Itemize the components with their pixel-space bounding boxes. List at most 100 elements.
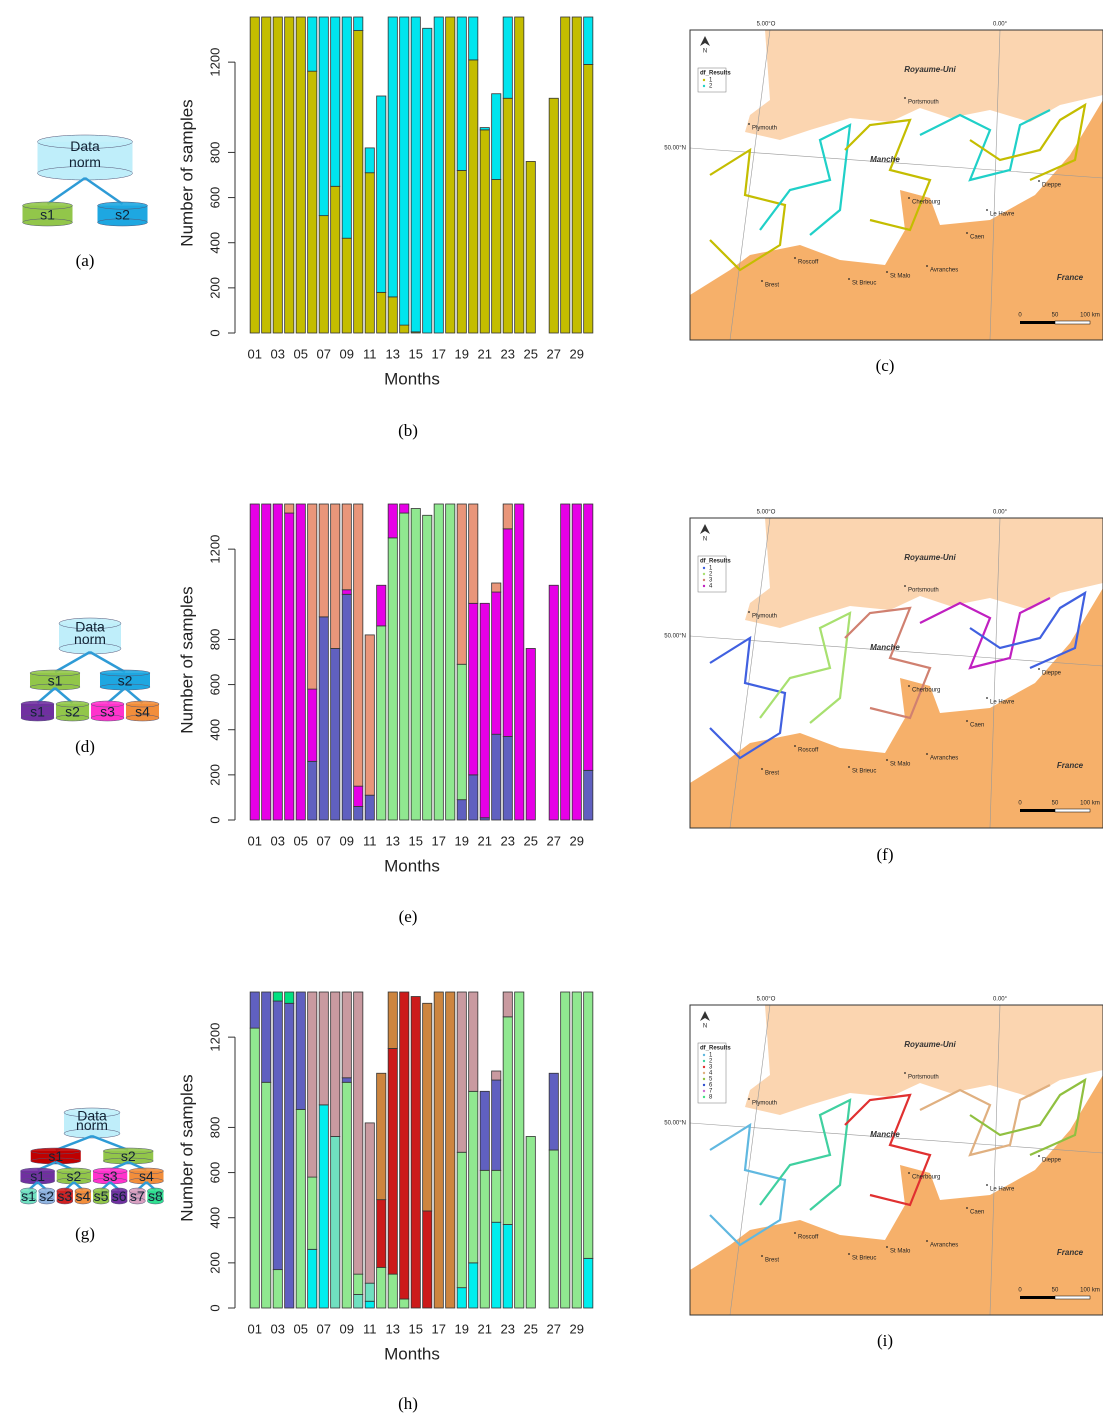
node-top (125, 700, 160, 708)
bar-segment (468, 503, 479, 604)
place-label: Avranches (930, 756, 958, 762)
bar-segment (341, 1077, 352, 1083)
place-label: St Brieuc (852, 1256, 876, 1262)
x-tick-label: 29 (570, 833, 584, 848)
root-top (63, 1107, 121, 1118)
node-top (55, 700, 90, 708)
legend-label: 1 (709, 78, 713, 84)
node-label: s2 (115, 207, 130, 223)
node-body (126, 704, 159, 718)
y-tick-label: 200 (207, 764, 222, 786)
north-arrow (700, 1011, 710, 1021)
bar-segment (491, 733, 502, 821)
x-tick-label: 19 (455, 346, 469, 361)
lat-label: 50.00°N (664, 634, 686, 640)
bar-segment (479, 602, 490, 819)
x-axis-title: Months (384, 1344, 440, 1363)
ship-track (969, 102, 1087, 182)
ship-track (709, 635, 787, 760)
arrow (89, 650, 126, 674)
x-tick-label: 13 (386, 833, 400, 848)
ship-track (759, 611, 852, 724)
bar-segment (295, 1108, 306, 1309)
ship-track (919, 109, 1051, 182)
x-tick-label: 27 (547, 1321, 561, 1336)
bar-segment (456, 663, 467, 801)
lon-label: 5.00°O (757, 510, 776, 516)
bar-segment (514, 16, 525, 334)
sea-label: Manche (870, 155, 900, 164)
scale-bar (1020, 809, 1055, 812)
y-axis-title: Number of samples (177, 99, 196, 246)
node-base (125, 714, 160, 722)
node-label: s2 (66, 1168, 81, 1184)
bar-segment (422, 1210, 433, 1309)
node-base (92, 1177, 128, 1185)
bar-segment (560, 16, 571, 334)
bar-segment (364, 1300, 375, 1309)
legend-label: 2 (709, 572, 713, 578)
legend-box (697, 1042, 727, 1104)
scale-label: 50 (1052, 313, 1059, 319)
place-label: Portsmouth (908, 1075, 939, 1081)
bar-segment (364, 794, 375, 821)
map: 5.00°O 0.00° 50.00°N Royaume-Uni France Manch… (664, 997, 1103, 1316)
bar-segment (560, 991, 571, 1309)
place-dot (748, 611, 750, 613)
bar-segment (364, 147, 375, 174)
node-body (103, 1151, 154, 1161)
bar-segment (514, 991, 525, 1309)
place-label: Brest (765, 1258, 779, 1264)
root-label: norm (74, 631, 106, 647)
bar-segment (376, 584, 387, 627)
legend-label: 2 (709, 1059, 713, 1065)
map-uk (745, 30, 1103, 140)
bar-segment (341, 503, 352, 591)
country-label: Royaume-Uni (904, 1040, 956, 1049)
x-tick-label: 13 (386, 1321, 400, 1336)
x-tick-label: 25 (524, 346, 538, 361)
bar-segment (525, 161, 536, 334)
node-label: s5 (94, 1188, 109, 1204)
y-tick-label: 800 (207, 629, 222, 651)
bar-segment (468, 602, 479, 776)
lon-label: 5.00°O (757, 997, 776, 1003)
node-top (20, 1187, 37, 1195)
north-arrow (700, 36, 710, 46)
scale-bar (1054, 1295, 1091, 1300)
bar-segment (341, 991, 352, 1079)
place-dot (761, 1255, 763, 1257)
node-base (110, 1197, 128, 1205)
legend-marker (702, 78, 706, 82)
bar-segment (307, 688, 318, 762)
node-label: s4 (139, 1168, 154, 1184)
node-label: s1 (30, 703, 45, 719)
bar-segment (330, 991, 341, 1137)
node-top (74, 1187, 92, 1195)
node-top (92, 1167, 128, 1175)
bar-segment (583, 16, 594, 65)
node-top (97, 201, 148, 210)
node-label: s6 (112, 1188, 127, 1204)
root-top (37, 134, 133, 149)
place-label: Dieppe (1042, 183, 1062, 189)
place-label: Le Havre (990, 1187, 1015, 1193)
caption: (d) (75, 737, 95, 756)
root-base (37, 166, 133, 181)
bar-segment (468, 991, 479, 1092)
caption: (a) (76, 251, 95, 270)
arrow (91, 1134, 129, 1152)
arrow (46, 176, 86, 206)
place-dot (908, 685, 910, 687)
bar-segment (456, 503, 467, 665)
legend-label: 6 (709, 1083, 713, 1089)
bar-segment (295, 991, 306, 1110)
ship-track (844, 118, 932, 232)
place-label: Avranches (930, 268, 958, 274)
scale-bar (1054, 808, 1091, 813)
x-tick-label: 11 (363, 346, 377, 361)
x-tick-label: 09 (340, 346, 354, 361)
place-label: Cherbourg (912, 688, 940, 694)
bar-segment (341, 1081, 352, 1309)
